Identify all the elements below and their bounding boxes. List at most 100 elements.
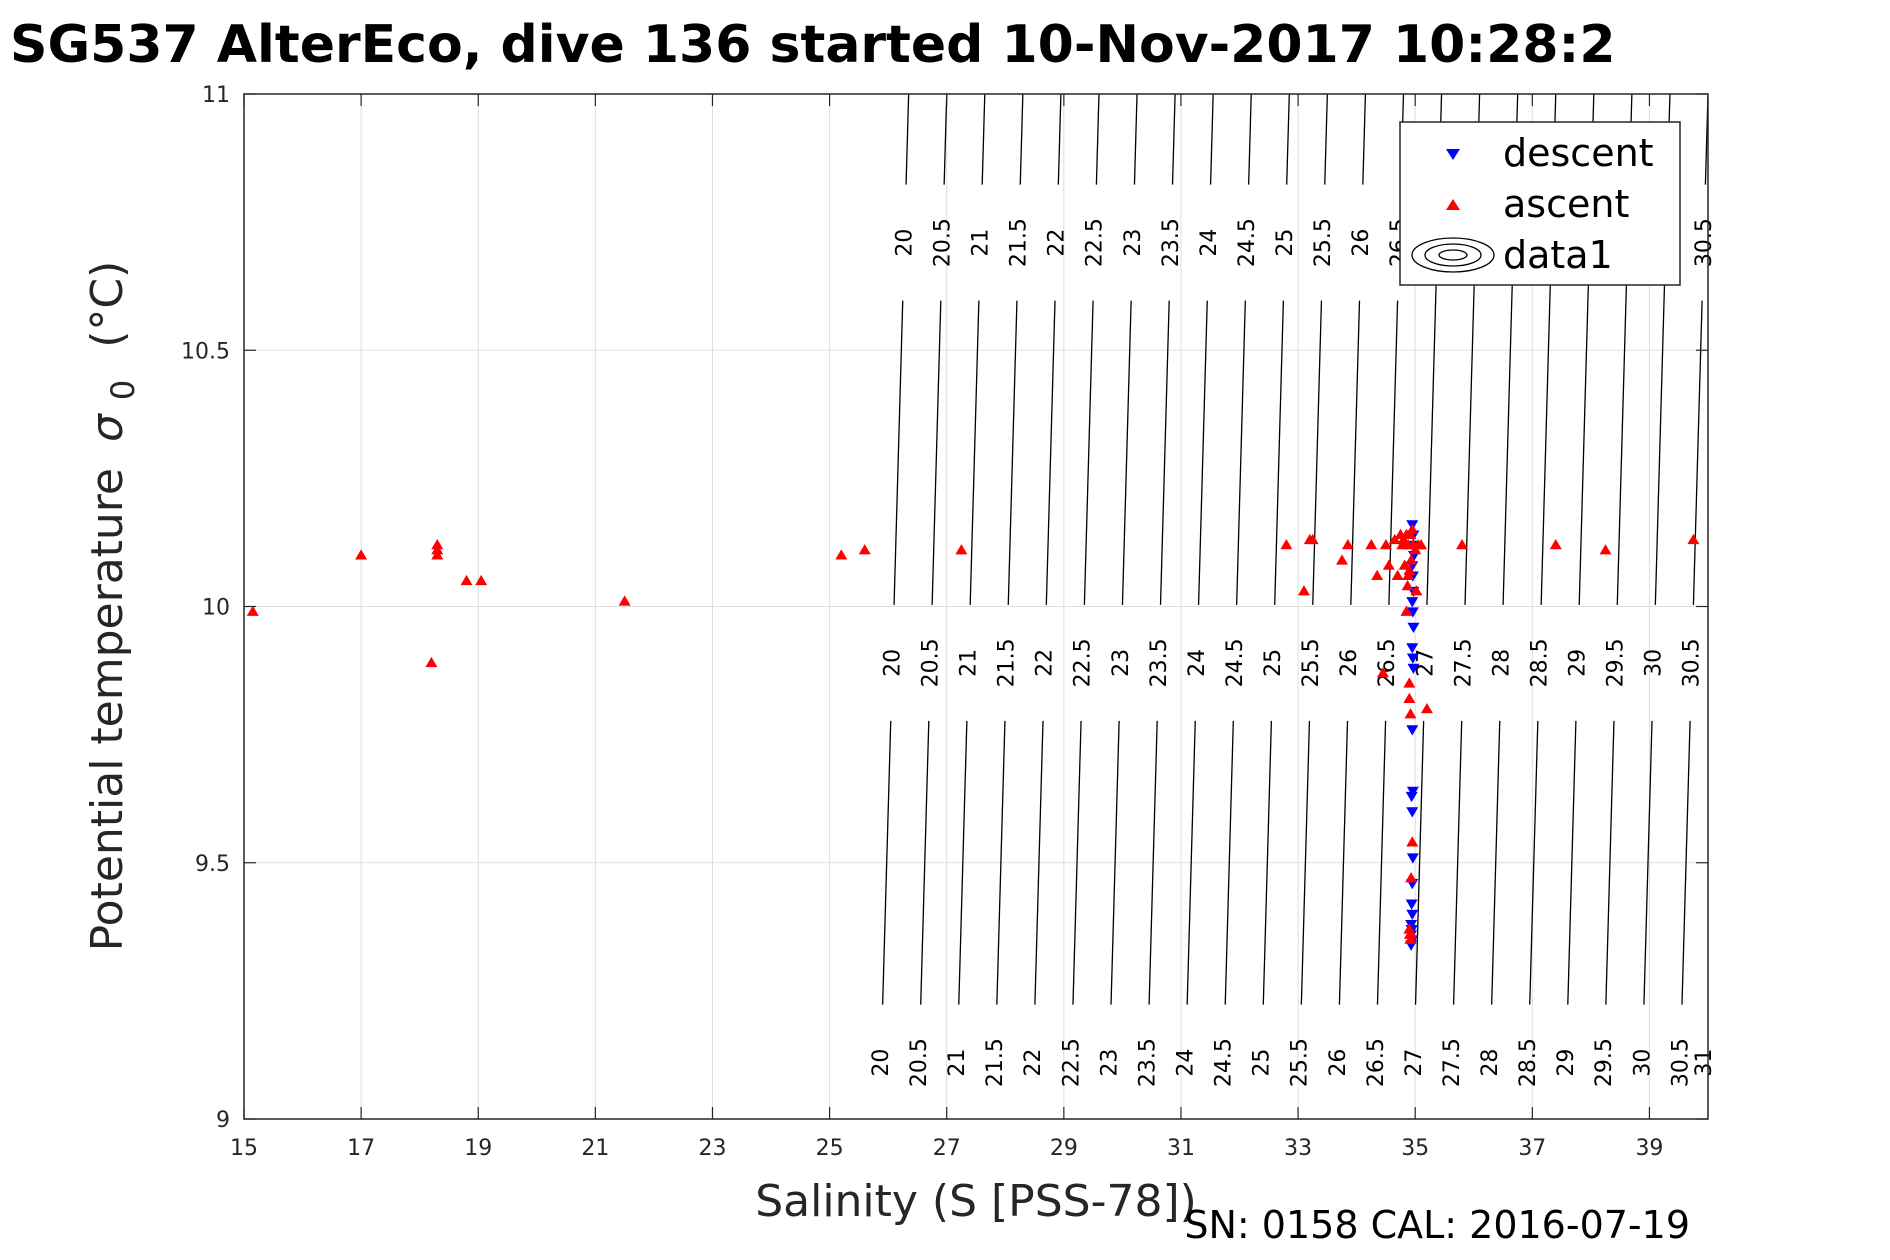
descent-point [1406, 643, 1419, 654]
contour-line [1362, 94, 1367, 185]
contour-label: 22 [1033, 649, 1058, 677]
ascent-point [1341, 539, 1354, 550]
y-tick-label: 11 [202, 83, 230, 108]
contour-line [1338, 720, 1349, 1005]
contour-label: 24.5 [1212, 1038, 1237, 1087]
x-tick-label: 15 [230, 1136, 258, 1161]
contour-line [1681, 720, 1691, 1005]
contour-line [1376, 720, 1387, 1005]
ascent-point [355, 549, 368, 560]
contour-line [958, 720, 968, 1005]
x-tick-label: 35 [1401, 1136, 1429, 1161]
contour-label: 30 [1630, 1049, 1655, 1077]
descent-point [1406, 597, 1419, 608]
ascent-point [460, 574, 473, 586]
y-tick-label: 10.5 [181, 339, 230, 364]
contour-label: 29 [1554, 1049, 1579, 1077]
y-axis-label-text: Potential temperature [82, 468, 133, 951]
contour-label: 27.5 [1440, 1038, 1465, 1087]
ascent-point [1397, 533, 1410, 545]
ascent-point [1306, 533, 1319, 545]
contour-line [905, 94, 910, 185]
descent-point [1407, 622, 1420, 633]
contour-line [1209, 94, 1214, 185]
ascent-point [1403, 692, 1416, 703]
ascent-point [1297, 585, 1310, 596]
contour-line [1529, 720, 1539, 1005]
ascent-point [246, 605, 259, 616]
contour-label: 26.5 [1375, 638, 1400, 687]
x-tick-label: 33 [1284, 1136, 1312, 1161]
legend-descent-marker [1446, 149, 1460, 160]
x-tick-label: 23 [698, 1136, 726, 1161]
ascent-point [1456, 539, 1469, 550]
contour-line [981, 94, 986, 185]
ascent-point [618, 595, 631, 606]
contour-line [1300, 720, 1311, 1005]
contour-label: 21 [945, 1049, 970, 1077]
contour-lines [881, 94, 1708, 1005]
contour-label: 21 [957, 649, 982, 677]
contour-label: 28 [1489, 649, 1514, 677]
contour-label: 24 [1185, 649, 1210, 677]
ascent-point [1398, 559, 1411, 570]
contour-label: 22.5 [1071, 638, 1096, 687]
contour-label: 25 [1261, 649, 1286, 677]
contour-label: 29 [1566, 649, 1591, 677]
descent-point [1406, 853, 1419, 864]
contour-label: 23.5 [1159, 218, 1184, 267]
ascent-point [1402, 569, 1415, 580]
ascent-point [1405, 928, 1418, 939]
contour-line [1083, 300, 1094, 605]
descent-point [1405, 791, 1418, 803]
ascent-point [1404, 708, 1417, 719]
ascent-point [1406, 836, 1419, 847]
ascent-point [858, 544, 871, 555]
descent-point [1406, 653, 1419, 664]
contour-label: 28.5 [1527, 638, 1552, 687]
ascent-point [1415, 539, 1428, 550]
y-axis-label-symbol: σ [82, 413, 133, 442]
contour-line [893, 300, 904, 605]
contour-line [1171, 94, 1176, 185]
x-tick-label: 39 [1635, 1136, 1663, 1161]
ascent-point [1379, 539, 1392, 550]
contour-line [1095, 94, 1100, 185]
contour-label: 23 [1097, 1049, 1122, 1077]
descent-point [1406, 786, 1419, 797]
contour-label: 24 [1197, 229, 1222, 257]
contour-line [1235, 300, 1246, 605]
ascent-point [1406, 523, 1419, 534]
ascent-point [1687, 533, 1700, 545]
contour-label: 28 [1478, 1049, 1503, 1077]
y-axis-label-subscript: 0 [104, 380, 142, 400]
contour-label: 30.5 [1680, 638, 1705, 687]
descent-point [1406, 807, 1419, 818]
contour-label: 26.5 [1364, 1038, 1389, 1087]
contour-label: 30.5 [1668, 1038, 1693, 1087]
contour-line [1197, 300, 1208, 605]
ascent-point [431, 549, 444, 560]
descent-point [1406, 725, 1419, 736]
descent-point [1407, 663, 1420, 674]
descent-point [1406, 607, 1419, 618]
y-axis-label-unit: (°C) [82, 261, 133, 348]
contour-line [1072, 720, 1082, 1005]
contour-label: 24.5 [1223, 638, 1248, 687]
y-tick-label: 9 [216, 1108, 230, 1133]
contour-line [1274, 300, 1285, 605]
contour-label: 20.5 [907, 1038, 932, 1087]
descent-point [1406, 909, 1419, 920]
contour-line [1692, 300, 1703, 605]
contour-line [1286, 94, 1290, 185]
axis-ticks: 15 17 19 21 23 25 27 29 31 33 35 37 39 9 9.5 10 10.5 11 [181, 83, 1708, 1161]
contour-label: 27.5 [1451, 638, 1476, 687]
serial-cal-footer: SN: 0158 CAL: 2016-07-19 [1184, 1203, 1690, 1247]
ascent-point [431, 544, 444, 555]
contour-label: 25.5 [1299, 638, 1324, 687]
contour-line [931, 300, 942, 605]
contour-line [1567, 720, 1577, 1005]
contour-label: 29.5 [1592, 1038, 1617, 1087]
x-tick-label: 29 [1050, 1136, 1078, 1161]
